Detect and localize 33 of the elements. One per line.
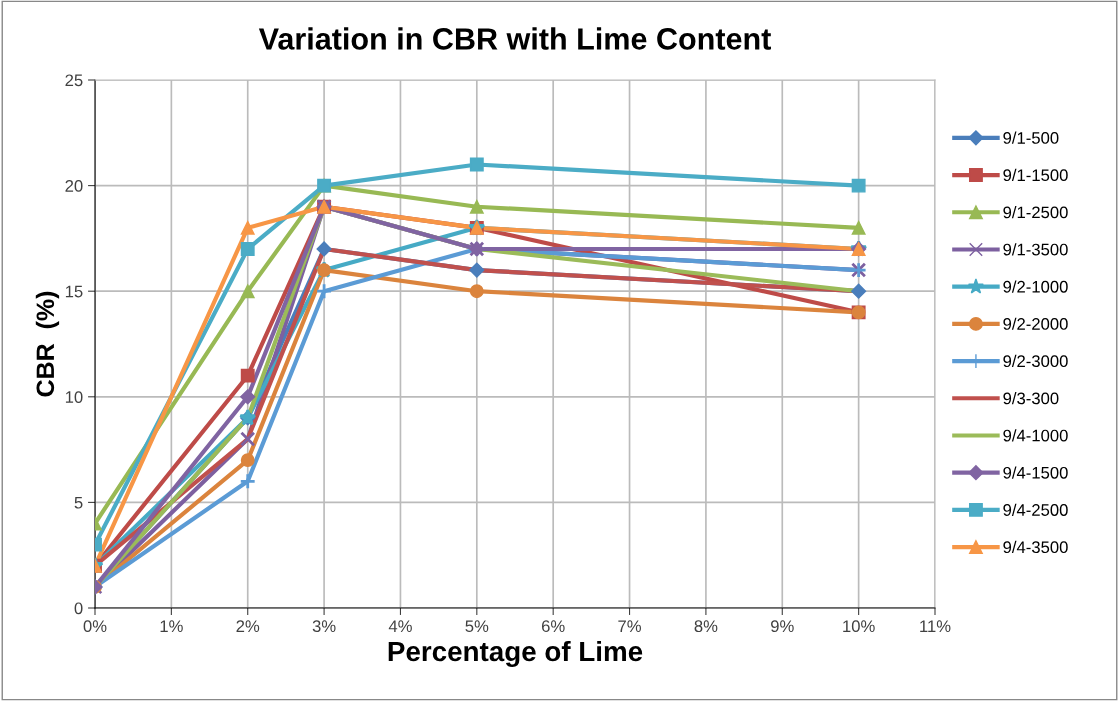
legend-label: 9/1-500 xyxy=(1003,131,1059,144)
x-tick-label: 4% xyxy=(388,620,412,632)
x-tick-label: 0% xyxy=(83,620,107,633)
legend-label: 9/2-1000 xyxy=(1003,280,1068,293)
y-tick-label: 25 xyxy=(65,74,83,87)
x-tick-label: 3% xyxy=(312,620,336,633)
legend-label: 9/4-1000 xyxy=(1003,429,1068,442)
x-tick-label: 11% xyxy=(920,620,951,632)
x-tick-label: 6% xyxy=(541,620,565,633)
legend-label: 9/4-2500 xyxy=(1003,503,1068,516)
legend-label: 9/4-1500 xyxy=(1003,466,1068,479)
x-axis-title: Percentage of Lime xyxy=(388,640,643,667)
y-tick-label: 0 xyxy=(74,602,83,615)
x-tick-label: 10% xyxy=(843,620,875,633)
y-axis-title: CBR (%) xyxy=(35,291,60,397)
x-tick-label: 1% xyxy=(160,620,183,632)
legend-label: 9/4-3500 xyxy=(1003,540,1068,554)
y-tick-label: 10 xyxy=(65,391,83,403)
x-tick-label: 8% xyxy=(694,620,718,633)
y-tick-label: 15 xyxy=(65,285,83,298)
x-tick-label: 9% xyxy=(771,620,794,633)
legend-label: 9/1-1500 xyxy=(1003,168,1068,182)
y-tick-label: 20 xyxy=(65,180,83,192)
legend-label: 9/3-300 xyxy=(1003,392,1059,405)
y-tick-label: 5 xyxy=(74,496,83,509)
legend-label: 9/2-2000 xyxy=(1003,317,1068,330)
legend-label: 9/1-3500 xyxy=(1003,243,1068,256)
chart-title: Variation in CBR with Lime Content xyxy=(258,27,771,50)
x-tick-label: 7% xyxy=(618,620,641,632)
x-tick-label: 2% xyxy=(236,620,260,632)
legend-label: 9/1-2500 xyxy=(1003,206,1068,219)
x-tick-label: 5% xyxy=(465,620,489,633)
legend-label: 9/2-3000 xyxy=(1003,354,1068,368)
